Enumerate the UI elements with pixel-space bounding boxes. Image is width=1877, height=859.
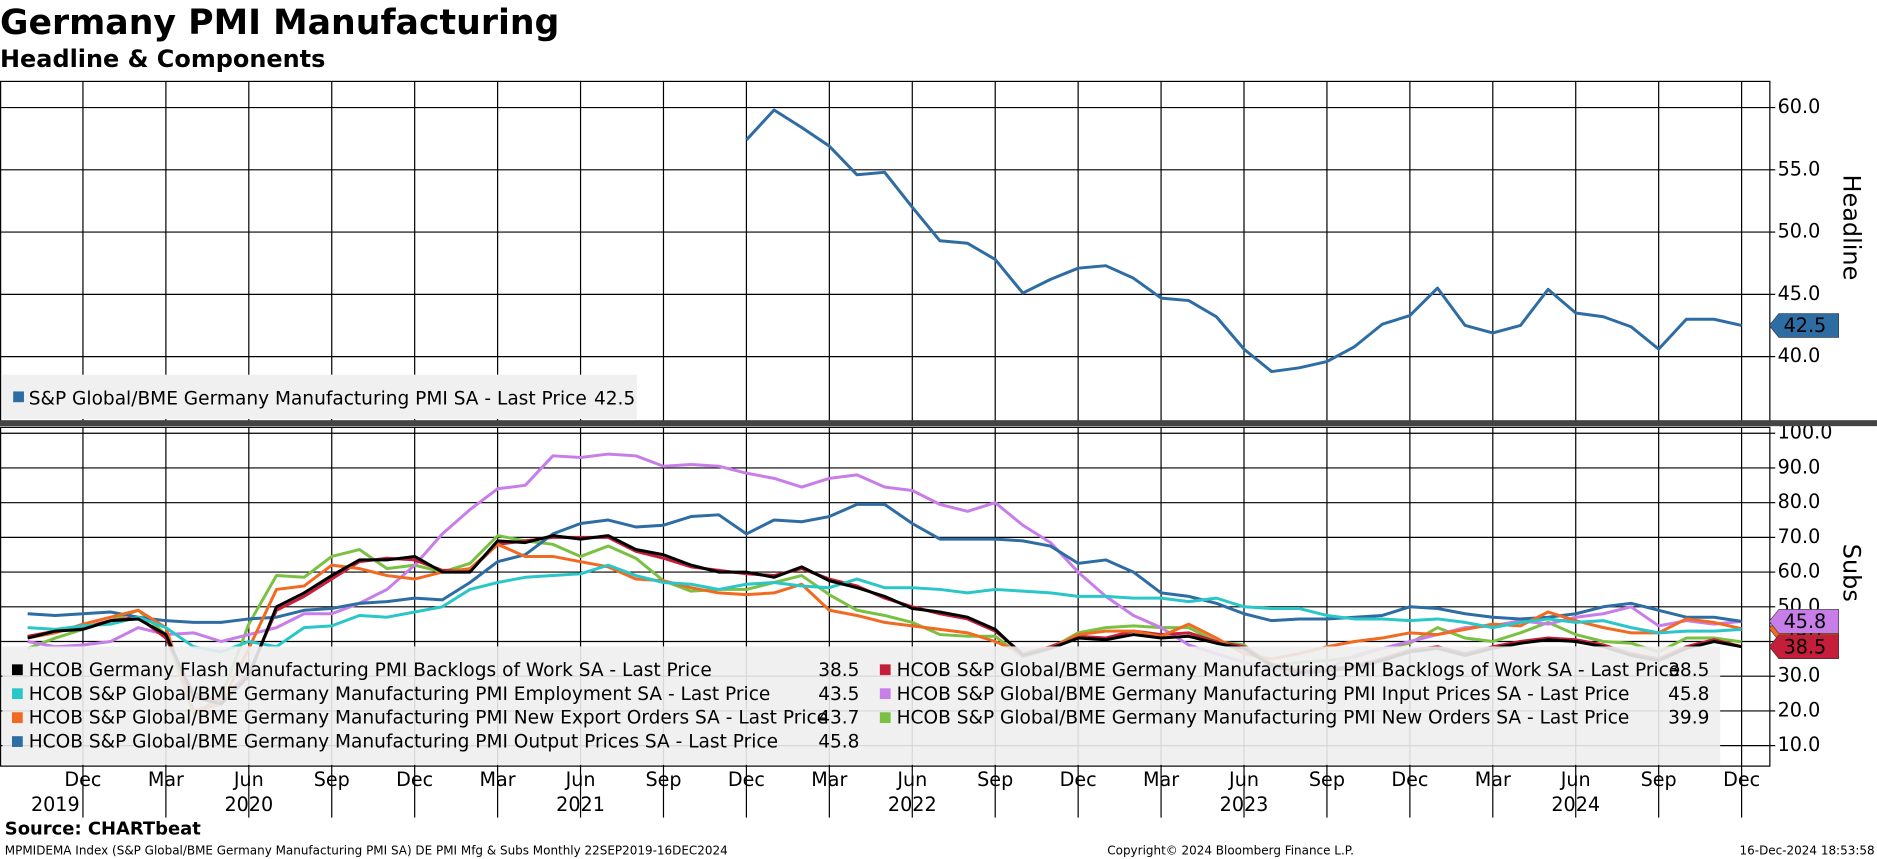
legend-value: 38.5 xyxy=(818,660,859,681)
overlay: Dec Mar Jun Sep Dec Mar Jun Sep Dec Mar Jun Sep Dec M… xyxy=(0,95,1877,816)
y-axis-title: Subs xyxy=(1838,544,1866,602)
footer-copyright: Copyright© 2024 Bloomberg Finance L.P. xyxy=(1107,844,1354,858)
y-tick-label: 60.0 xyxy=(1778,560,1821,583)
legend-swatch xyxy=(879,688,891,700)
legend-value: 38.5 xyxy=(1668,660,1709,681)
y-tick-label: 80.0 xyxy=(1778,490,1821,513)
legend-swatch xyxy=(11,664,23,676)
legend-swatch xyxy=(11,712,23,724)
x-tick-label: Jun xyxy=(896,768,927,791)
legend-box xyxy=(2,646,1721,765)
panel-separator xyxy=(0,420,1877,427)
legend-name: HCOB Germany Flash Manufacturing PMI Bac… xyxy=(29,660,712,681)
x-tick-label: Jun xyxy=(1560,768,1591,791)
footer-timestamp: 16-Dec-2024 18:53:58 xyxy=(1740,844,1875,858)
legend-name: HCOB S&P Global/BME Germany Manufacturin… xyxy=(29,708,828,729)
legend-name: HCOB S&P Global/BME Germany Manufacturin… xyxy=(897,708,1630,729)
legend-swatch xyxy=(879,712,891,724)
chart-subtitle: Headline & Components xyxy=(0,45,325,73)
last-price-label: 42.5 xyxy=(1784,314,1827,337)
y-tick-label: 20.0 xyxy=(1778,698,1821,721)
series-line xyxy=(27,534,1742,716)
x-tick-label: Mar xyxy=(1143,768,1179,791)
last-price-tag xyxy=(1768,609,1839,634)
x-tick-label: Jun xyxy=(233,768,264,791)
x-tick-label: Dec xyxy=(64,768,101,791)
legend-swatch xyxy=(11,688,23,700)
x-tick-label: Dec xyxy=(396,768,433,791)
x-tick-label: Sep xyxy=(1641,768,1677,791)
x-tick-label: Jun xyxy=(565,768,596,791)
source: Source: CHARTbeat xyxy=(5,819,201,840)
legend-name: HCOB S&P Global/BME Germany Manufacturin… xyxy=(897,660,1681,681)
chart-title: Germany PMI Manufacturing xyxy=(0,3,559,43)
legend-name: HCOB S&P Global/BME Germany Manufacturin… xyxy=(29,732,778,753)
legend-value: 43.5 xyxy=(818,684,859,705)
legend-box xyxy=(2,374,637,419)
y-tick-label: 30.0 xyxy=(1778,664,1821,687)
last-price-label: 38.5 xyxy=(1784,635,1827,658)
series-line xyxy=(27,542,1742,713)
footer-index: MPMIDEMA Index (S&P Global/BME Germany M… xyxy=(5,844,728,858)
x-tick-label: Dec xyxy=(1391,768,1428,791)
legend-swatch xyxy=(879,664,891,676)
y-tick-label: 90.0 xyxy=(1778,455,1821,478)
legend-name: S&P Global/BME Germany Manufacturing PMI… xyxy=(29,388,587,409)
y-tick-label: 60.0 xyxy=(1778,95,1821,118)
last-price-tag xyxy=(1768,313,1839,338)
legend-name: HCOB S&P Global/BME Germany Manufacturin… xyxy=(897,684,1630,705)
x-tick-label: Mar xyxy=(1475,768,1511,791)
x-tick-label: Jun xyxy=(1228,768,1259,791)
x-year-label: 2022 xyxy=(888,793,937,816)
legend-value: 39.9 xyxy=(1668,708,1709,729)
x-tick-label: Mar xyxy=(811,768,847,791)
legend-value: 45.8 xyxy=(818,732,859,753)
legend-value: 42.5 xyxy=(594,388,635,409)
x-tick-label: Dec xyxy=(1060,768,1097,791)
x-tick-label: Sep xyxy=(645,768,681,791)
x-tick-label: Sep xyxy=(1309,768,1345,791)
y-tick-label: 40.0 xyxy=(1778,344,1821,367)
y-tick-label: 55.0 xyxy=(1778,157,1821,180)
x-tick-label: Mar xyxy=(148,768,184,791)
last-price-tag xyxy=(1768,634,1839,659)
y-tick-label: 50.0 xyxy=(1778,220,1821,243)
x-year-label: 2024 xyxy=(1551,793,1600,816)
last-price-label: 45.8 xyxy=(1784,610,1827,633)
legend-swatch xyxy=(13,391,24,403)
legend-value: 45.8 xyxy=(1668,684,1709,705)
x-year-label: 2021 xyxy=(556,793,605,816)
legend-entry: S&P Global/BME Germany Manufacturing PMI… xyxy=(29,388,636,409)
x-year-label: 2019 xyxy=(31,793,80,816)
legend-name: HCOB S&P Global/BME Germany Manufacturin… xyxy=(29,684,771,705)
series-line xyxy=(27,563,1742,654)
y-tick-label: 45.0 xyxy=(1778,282,1821,305)
legend-swatch xyxy=(11,736,23,747)
x-tick-label: Dec xyxy=(1723,768,1760,791)
y-axis-title: Headline xyxy=(1838,175,1866,281)
x-tick-label: Sep xyxy=(314,768,350,791)
x-tick-label: Sep xyxy=(977,768,1013,791)
x-year-label: 2023 xyxy=(1220,793,1269,816)
x-year-label: 2020 xyxy=(224,793,273,816)
x-tick-label: Mar xyxy=(480,768,516,791)
series-line xyxy=(745,108,1742,374)
series-line xyxy=(27,502,1742,624)
y-tick-label: 10.0 xyxy=(1778,733,1821,756)
plot-frame xyxy=(0,426,1771,767)
y-tick-label: 100.0 xyxy=(1778,421,1833,444)
legend-value: 43.7 xyxy=(818,708,859,729)
x-tick-label: Dec xyxy=(728,768,765,791)
y-tick-label: 70.0 xyxy=(1778,525,1821,548)
